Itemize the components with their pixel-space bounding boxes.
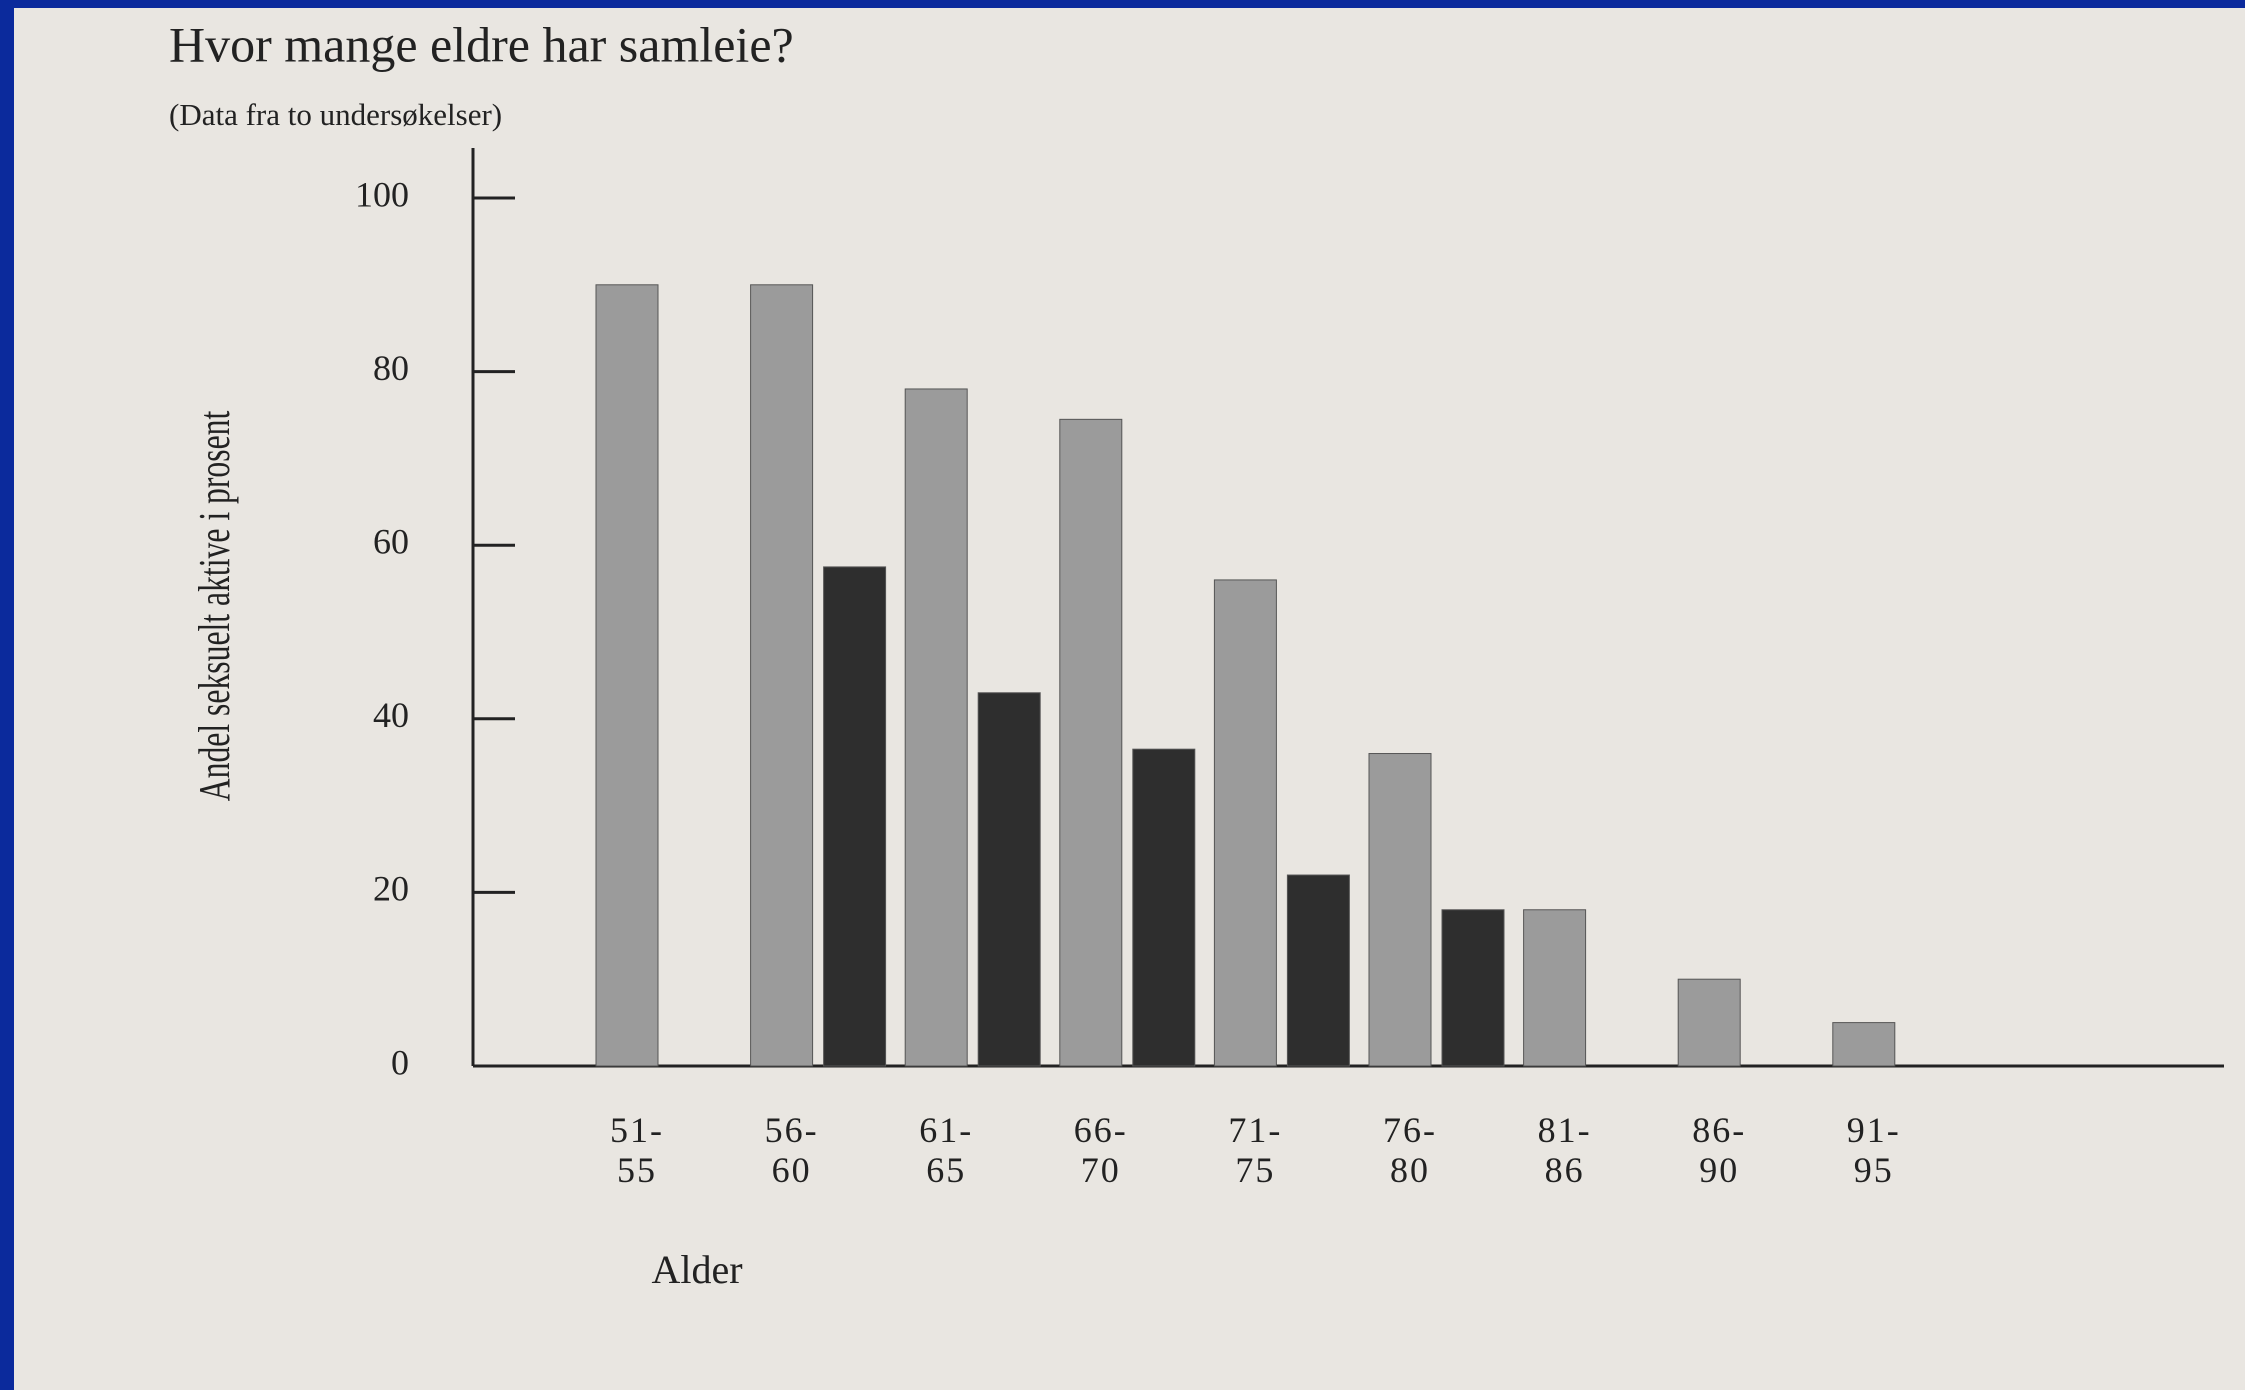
chart-subtitle: (Data fra to undersøkelser) (169, 97, 502, 132)
x-tick-label: 81- 86 (1495, 1110, 1635, 1190)
bar (1133, 749, 1195, 1066)
bar (1833, 1023, 1895, 1066)
bar (1678, 979, 1740, 1066)
bar (1442, 910, 1504, 1066)
x-tick-label: 86- 90 (1649, 1110, 1789, 1190)
bar (1369, 754, 1431, 1066)
x-tick-label: 71- 75 (1185, 1110, 1325, 1190)
x-tick-label: 76- 80 (1340, 1110, 1480, 1190)
bar (596, 285, 658, 1066)
y-tick-label: 0 (391, 1042, 409, 1082)
bar (1214, 580, 1276, 1066)
x-axis-label: Alder (651, 1247, 742, 1292)
bar (905, 389, 967, 1066)
x-tick-label: 91- 95 (1804, 1110, 1944, 1190)
bar (1060, 419, 1122, 1066)
bar (978, 693, 1040, 1066)
bar (824, 567, 886, 1066)
x-tick-label: 56- 60 (722, 1110, 862, 1190)
y-tick-label: 40 (373, 695, 409, 735)
chart-panel: Hvor mange eldre har samleie? (Data fra … (14, 8, 2245, 1390)
page: Hvor mange eldre har samleie? (Data fra … (0, 0, 2245, 1390)
chart-title: Hvor mange eldre har samleie? (169, 16, 794, 72)
bar (1287, 875, 1349, 1066)
x-tick-label: 51- 55 (567, 1110, 707, 1190)
x-tick-label: 66- 70 (1031, 1110, 1171, 1190)
y-axis-label: Andel seksuelt aktive i prosent (191, 410, 239, 801)
y-tick-label: 100 (355, 174, 409, 214)
y-tick-label: 80 (373, 348, 409, 388)
bar (1524, 910, 1586, 1066)
x-tick-label: 61- 65 (876, 1110, 1016, 1190)
bar (751, 285, 813, 1066)
y-tick-label: 20 (373, 869, 409, 909)
y-tick-label: 60 (373, 521, 409, 561)
